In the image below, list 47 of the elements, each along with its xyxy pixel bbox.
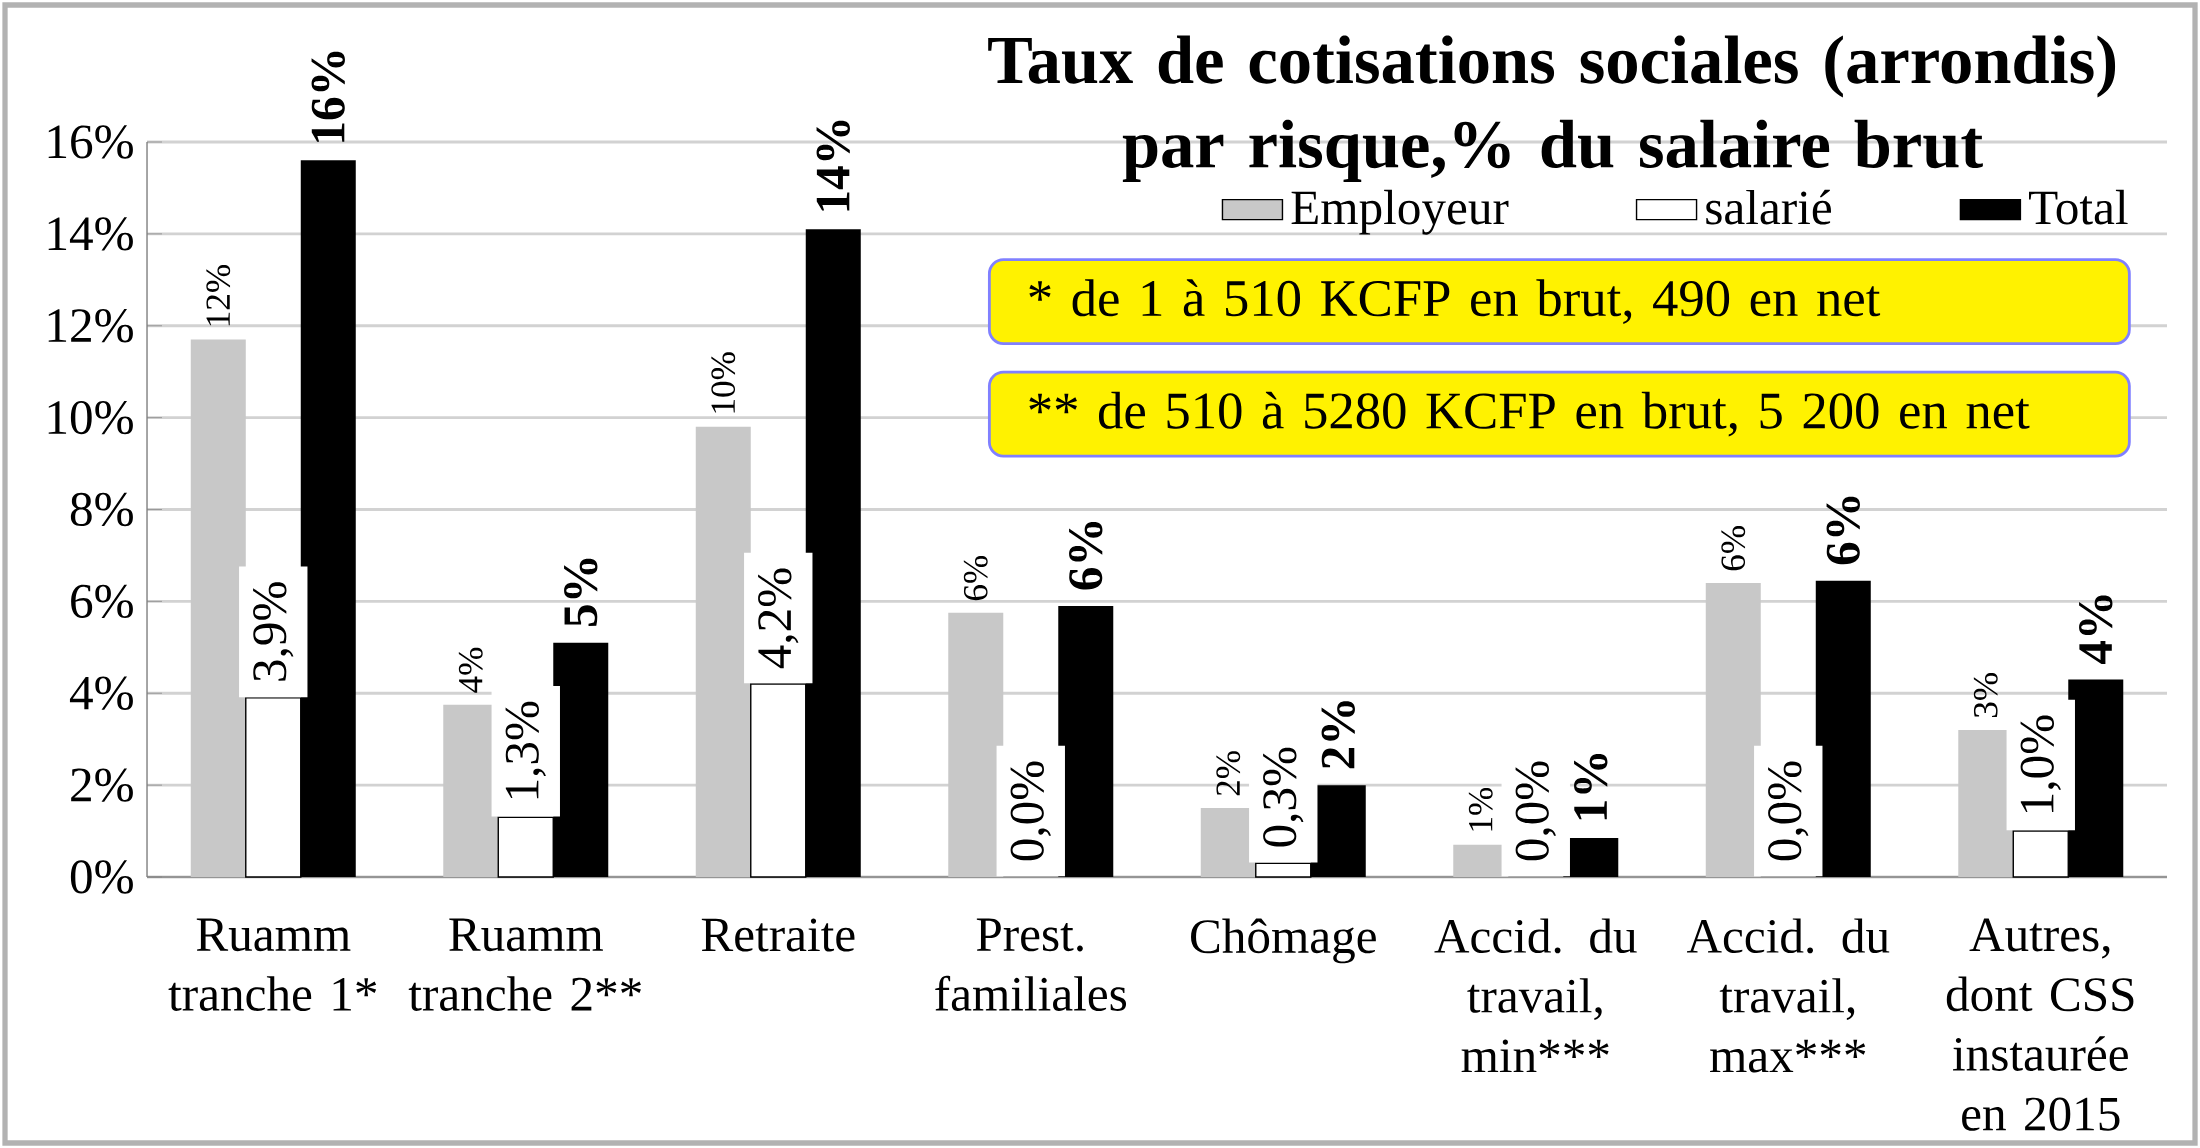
y-tick-label: 0%: [70, 860, 133, 894]
data-label: 6%: [1826, 496, 1860, 565]
data-label: 3%: [1973, 673, 1998, 718]
x-tick-label: Accid. du travail, max***: [1686, 918, 1890, 1073]
data-label: 4%: [2079, 595, 2113, 665]
y-tick-label: 16%: [48, 125, 133, 159]
legend-label: Employeur: [1291, 189, 1509, 235]
x-tick-label: Ruamm tranche 1*: [168, 918, 377, 1011]
data-label: 5%: [564, 558, 598, 626]
y-tick-label: 6%: [71, 584, 133, 619]
data-label: 6%: [1069, 522, 1103, 590]
data-label: 1%: [1574, 754, 1608, 820]
x-tick-label: Prest. familiales: [935, 918, 1127, 1011]
annotation: * de 1 à 510 KCFP en brut, 490 en net: [1029, 279, 1881, 324]
data-label: 0,0%: [1515, 761, 1556, 861]
x-tick-label: Autres, dont CSS instaurée en 2015: [1946, 918, 2134, 1131]
y-tick-label: 4%: [69, 676, 133, 710]
data-label: 16%: [311, 51, 345, 142]
data-label: 2%: [1321, 701, 1355, 769]
data-label: 14%: [816, 120, 850, 211]
legend-label: Total: [2029, 189, 2128, 225]
data-label: 1%: [1468, 787, 1493, 831]
data-label: 12%: [206, 265, 231, 326]
legend-label: salarié: [1706, 189, 1831, 225]
y-tick-label: 12%: [48, 309, 133, 343]
data-label: 0,3%: [1263, 747, 1304, 847]
x-tick-label: Ruamm tranche 2**: [408, 918, 641, 1011]
data-label: 6%: [963, 555, 988, 601]
x-tick-label: Retraite: [701, 918, 855, 952]
data-label: 1,0%: [2020, 715, 2061, 812]
data-label: 0,0%: [1768, 761, 1809, 861]
data-label: 3,9%: [253, 582, 294, 681]
annotation: ** de 510 à 5280 KCFP en brut, 5 200 en net: [1029, 391, 2030, 437]
y-tick-label: 10%: [48, 400, 133, 435]
y-tick-label: 2%: [71, 768, 133, 802]
data-label: 10%: [711, 352, 736, 413]
x-tick-label: Accid. du travail, min***: [1434, 918, 1637, 1073]
x-tick-label: Chômage: [1191, 918, 1376, 964]
data-label: 1,3%: [505, 701, 546, 799]
data-label: 6%: [1721, 526, 1746, 571]
y-tick-label: 8%: [70, 492, 133, 527]
data-label: 2%: [1216, 751, 1241, 796]
data-label: 4%: [458, 647, 483, 693]
data-label: 0,0%: [1010, 761, 1051, 861]
y-tick-label: 14%: [48, 217, 133, 251]
chart-title: Taux de cotisations sociales (arrondis) par risque,% du salaire brut: [988, 35, 2116, 182]
data-label: 4,2%: [758, 568, 799, 669]
